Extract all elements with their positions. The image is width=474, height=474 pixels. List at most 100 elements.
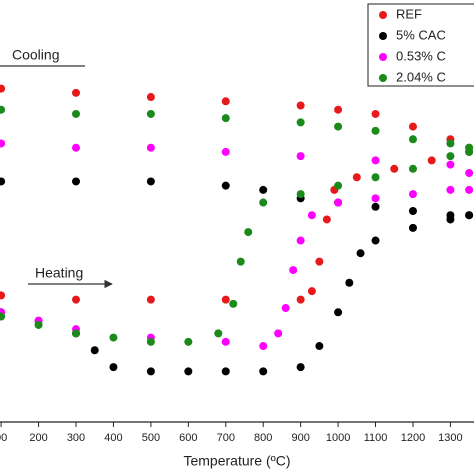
x-tick-label: 600 xyxy=(179,432,197,444)
data-point xyxy=(72,143,81,152)
data-point xyxy=(446,215,455,224)
legend-marker xyxy=(379,11,387,19)
data-point xyxy=(334,308,343,317)
x-tick-label: 800 xyxy=(254,432,272,444)
data-point xyxy=(408,190,417,199)
data-point xyxy=(334,122,343,131)
data-point xyxy=(214,329,223,338)
data-point xyxy=(352,173,361,182)
data-point xyxy=(236,257,245,266)
data-point xyxy=(315,257,324,266)
data-point xyxy=(221,337,230,346)
data-point xyxy=(408,207,417,215)
data-point xyxy=(371,236,380,245)
data-point xyxy=(221,147,230,156)
x-tick-label: 400 xyxy=(104,432,122,444)
data-point xyxy=(465,185,474,194)
data-point xyxy=(221,97,230,106)
data-point xyxy=(296,152,305,161)
data-point xyxy=(408,223,417,232)
data-point xyxy=(72,88,81,97)
data-point xyxy=(390,164,399,173)
x-axis-label: Temperature (ºC) xyxy=(183,453,290,469)
data-point xyxy=(296,118,305,127)
data-point xyxy=(356,249,365,258)
data-point xyxy=(408,164,417,173)
data-point xyxy=(146,337,155,346)
data-point xyxy=(90,346,99,355)
data-point xyxy=(109,363,118,372)
data-point xyxy=(371,173,380,182)
plot-area xyxy=(0,84,474,376)
data-point xyxy=(446,185,455,194)
data-point xyxy=(446,152,455,161)
data-point xyxy=(146,367,155,376)
data-point xyxy=(315,342,324,351)
data-point xyxy=(0,291,6,300)
data-point xyxy=(72,329,81,338)
data-point xyxy=(465,147,474,156)
data-point xyxy=(229,299,238,308)
data-point xyxy=(296,363,305,372)
data-point xyxy=(296,101,305,110)
data-point xyxy=(0,84,6,93)
legend-marker xyxy=(379,53,387,61)
data-point xyxy=(146,143,155,152)
x-tick-label: 500 xyxy=(142,432,160,444)
data-point xyxy=(371,156,380,165)
data-point xyxy=(221,181,230,190)
data-point xyxy=(259,185,268,194)
data-point xyxy=(281,304,290,313)
x-tick-label: 900 xyxy=(291,432,309,444)
legend-label: 2.04% C xyxy=(396,69,446,84)
x-tick-label: 1200 xyxy=(401,432,425,444)
data-point xyxy=(146,177,155,186)
data-point xyxy=(72,109,81,118)
legend-label: 5% CAC xyxy=(396,27,446,42)
data-point xyxy=(465,211,474,220)
legend-label: REF xyxy=(396,6,422,21)
data-point xyxy=(0,312,6,321)
data-point xyxy=(221,295,230,304)
x-tick-label: 200 xyxy=(29,432,47,444)
data-point xyxy=(72,177,81,186)
data-point xyxy=(0,105,6,114)
data-point xyxy=(371,202,380,211)
data-point xyxy=(296,236,305,245)
data-point xyxy=(408,135,417,144)
data-point xyxy=(296,295,305,304)
data-point xyxy=(184,367,193,376)
data-point xyxy=(72,295,81,304)
data-point xyxy=(322,215,331,224)
data-point xyxy=(0,139,6,148)
data-point xyxy=(146,93,155,102)
data-point xyxy=(184,337,193,346)
data-point xyxy=(408,122,417,131)
data-point xyxy=(259,367,268,376)
data-point xyxy=(109,333,118,342)
data-point xyxy=(274,329,283,338)
x-tick-label: 700 xyxy=(217,432,235,444)
x-tick-label: 300 xyxy=(67,432,85,444)
data-point xyxy=(334,105,343,114)
data-point xyxy=(446,160,455,169)
data-point xyxy=(221,367,230,376)
data-point xyxy=(334,198,343,207)
data-point xyxy=(371,126,380,135)
data-point xyxy=(34,320,43,329)
annotation: Cooling xyxy=(12,47,59,63)
data-point xyxy=(427,156,436,165)
data-point xyxy=(259,342,268,351)
x-tick-label: 1100 xyxy=(364,432,388,444)
data-point xyxy=(289,266,298,275)
data-point xyxy=(371,109,380,118)
annotation: Heating xyxy=(35,265,83,281)
data-point xyxy=(244,228,253,237)
data-point xyxy=(146,109,155,118)
data-point xyxy=(371,194,380,203)
x-tick-label: 1000 xyxy=(326,432,350,444)
data-point xyxy=(0,177,6,186)
data-point xyxy=(259,198,268,207)
